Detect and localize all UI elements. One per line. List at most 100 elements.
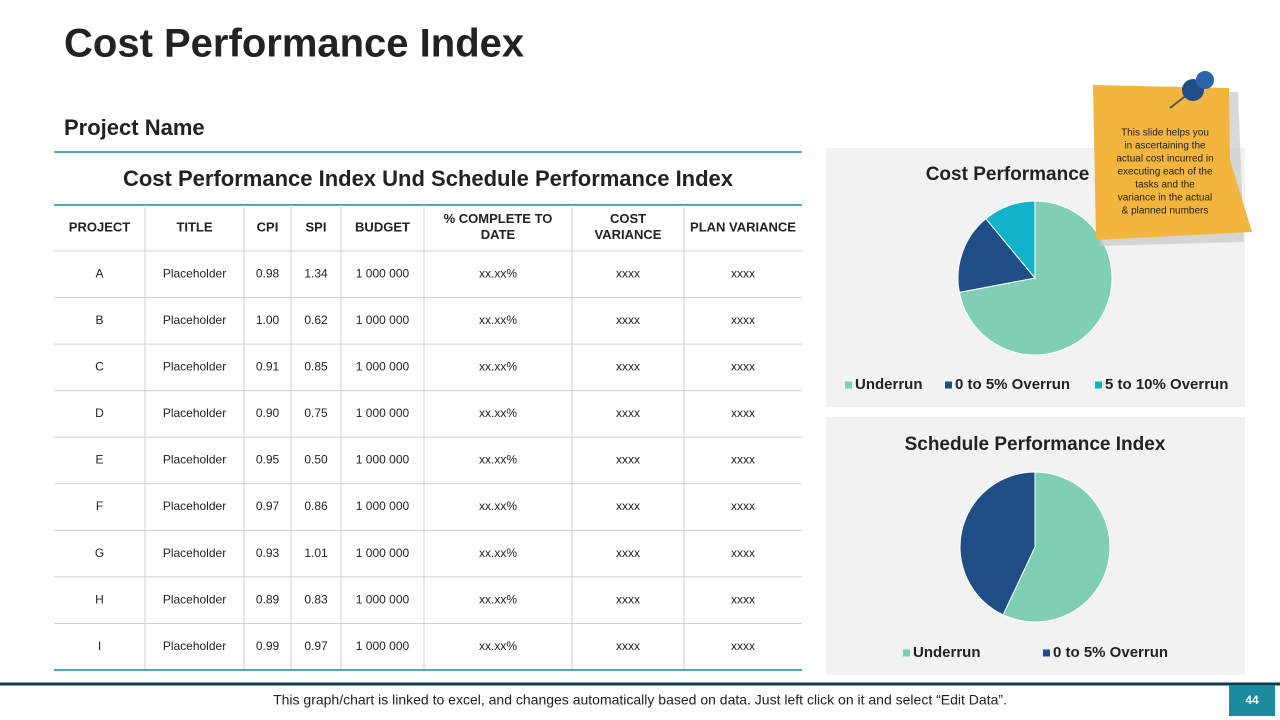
pie-slice: [1002, 471, 1111, 623]
chart-title: Cost Performance Index: [926, 164, 1145, 185]
table-cell: xx.xx%: [479, 406, 517, 420]
legend-swatch: [1095, 381, 1102, 389]
table-cell: I: [98, 639, 101, 653]
table-cell: xxxx: [731, 360, 755, 374]
table-cell: Placeholder: [163, 360, 226, 374]
column-header: BUDGET: [355, 219, 410, 234]
table-cell: xxxx: [616, 313, 640, 327]
table-cell: Placeholder: [163, 313, 226, 327]
table-cell: xxxx: [731, 546, 755, 560]
table-cell: xxxx: [731, 266, 755, 280]
table-cell: G: [95, 546, 104, 560]
table-cell: xx.xx%: [479, 639, 517, 653]
header-line: VARIANCE: [595, 227, 662, 242]
table-cell: 0.85: [304, 360, 328, 374]
legend-label: Underrun: [913, 644, 981, 661]
table-cell: xxxx: [731, 592, 755, 606]
legend-swatch: [845, 381, 852, 389]
table-cell: xxxx: [731, 453, 755, 467]
table-cell: xx.xx%: [479, 546, 517, 560]
pie-slice: [957, 217, 1036, 294]
table-cell: Placeholder: [163, 499, 226, 513]
table-cell: xxxx: [616, 499, 640, 513]
table-cell: xxxx: [616, 453, 640, 467]
table-cell: 0.83: [304, 592, 328, 606]
table-cell: 0.50: [304, 453, 328, 467]
table-cell: 0.97: [304, 639, 328, 653]
header-line: DATE: [481, 227, 516, 242]
legend-label: 0 to 5% Overrun: [1053, 644, 1168, 661]
table-cell: 1.34: [304, 266, 328, 280]
table-cell: Placeholder: [163, 592, 226, 606]
table-cell: 1.00: [256, 313, 280, 327]
table-cell: xxxx: [616, 546, 640, 560]
column-header: TITLE: [176, 219, 212, 234]
table-cell: 1 000 000: [356, 453, 410, 467]
table-cell: xx.xx%: [479, 266, 517, 280]
table-cell: Placeholder: [163, 639, 226, 653]
legend-label: 5 to 10% Overrun: [1105, 376, 1228, 393]
table-cell: xxxx: [731, 639, 755, 653]
footer-text: This graph/chart is linked to excel, and…: [273, 692, 1007, 708]
table-cell: F: [96, 499, 103, 513]
table-cell: xx.xx%: [479, 592, 517, 606]
table-cell: 1 000 000: [356, 406, 410, 420]
table-cell: 0.91: [256, 360, 280, 374]
table-cell: xxxx: [616, 592, 640, 606]
table-cell: Placeholder: [163, 546, 226, 560]
note-text: tasks and the: [1135, 180, 1195, 191]
header-line: % COMPLETE TO: [444, 211, 553, 226]
table-cell: 1.01: [304, 546, 328, 560]
table-cell: 0.98: [256, 266, 280, 280]
table-cell: 1 000 000: [356, 313, 410, 327]
table-cell: 0.97: [256, 499, 280, 513]
table-cell: 1 000 000: [356, 546, 410, 560]
table-cell: 0.89: [256, 592, 280, 606]
column-header: % COMPLETE TO DATE: [444, 211, 553, 242]
table-cell: C: [95, 360, 104, 374]
note-text: variance in the actual: [1118, 193, 1213, 204]
column-header: PLAN VARIANCE: [690, 219, 796, 234]
sticky-note: This slide helps you in ascertaining the a…: [1093, 71, 1252, 246]
table-cell: D: [95, 406, 104, 420]
pie-slice: [985, 200, 1036, 280]
table-cell: xxxx: [731, 313, 755, 327]
chart-title: Schedule Performance Index: [905, 434, 1166, 455]
table-cell: 1 000 000: [356, 592, 410, 606]
pie-slice: [959, 471, 1036, 616]
table-cell: 1 000 000: [356, 499, 410, 513]
table-cell: 0.93: [256, 546, 280, 560]
table-cell: 0.95: [256, 453, 280, 467]
table-cell: A: [95, 266, 103, 280]
table-cell: 0.62: [304, 313, 328, 327]
note-text: in ascertaining the: [1124, 141, 1206, 152]
table-cell: 1 000 000: [356, 360, 410, 374]
table-cell: 1 000 000: [356, 639, 410, 653]
legend-swatch: [945, 381, 952, 389]
table-cell: Placeholder: [163, 453, 226, 467]
table-cell: 0.86: [304, 499, 328, 513]
table-cell: xx.xx%: [479, 453, 517, 467]
table-cell: xxxx: [616, 360, 640, 374]
table-cell: xxxx: [616, 266, 640, 280]
column-header: CPI: [257, 219, 279, 234]
table-cell: H: [95, 592, 104, 606]
table-cell: 0.99: [256, 639, 280, 653]
table-cell: 0.75: [304, 406, 328, 420]
table-cell: Placeholder: [163, 266, 226, 280]
table-cell: B: [95, 313, 103, 327]
page-badge: [1229, 685, 1275, 716]
subtitle: Project Name: [64, 115, 205, 140]
slide-title: Cost Performance Index: [64, 22, 524, 66]
table-cell: 0.90: [256, 406, 280, 420]
table-cell: xx.xx%: [479, 360, 517, 374]
note-text: This slide helps you: [1121, 128, 1209, 139]
legend-swatch: [903, 649, 910, 657]
legend-label: 0 to 5% Overrun: [955, 376, 1070, 393]
table-cell: xxxx: [616, 406, 640, 420]
column-header: SPI: [306, 219, 327, 234]
table-cell: xx.xx%: [479, 499, 517, 513]
note-text: actual cost incurred in: [1116, 154, 1213, 165]
pie-slice: [958, 200, 1113, 356]
